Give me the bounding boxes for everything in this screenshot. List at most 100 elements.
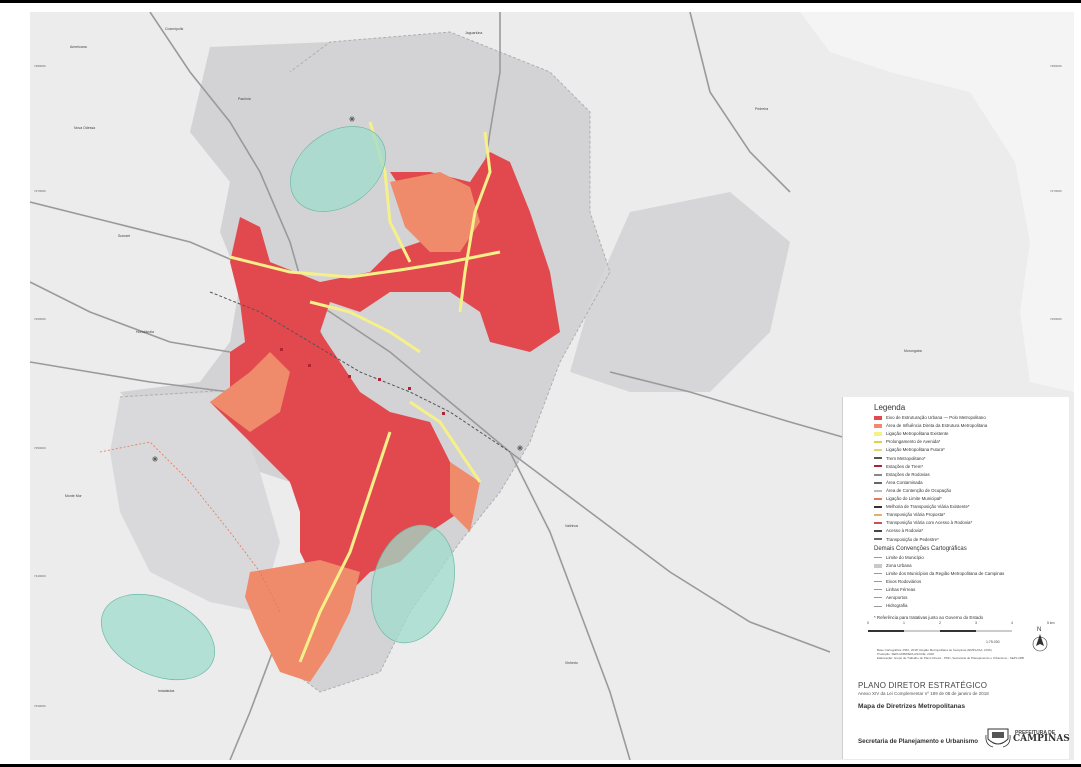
legend-item-label: Ligação do Limite Municipal*	[886, 496, 942, 501]
svg-text:Sumaré: Sumaré	[118, 234, 130, 238]
legend-swatch	[874, 432, 882, 437]
legend-convention-label: Zona Urbana	[886, 562, 912, 568]
legend-item: Estações de Trem*	[874, 464, 923, 469]
scale-bar	[868, 630, 1012, 632]
legend-item: Trem Metropolitano*	[874, 456, 926, 461]
legend-item: Transposição Viária com Acesso à Rodovia…	[874, 520, 972, 525]
svg-text:7450000: 7450000	[34, 446, 46, 450]
municipal-link	[99, 441, 281, 613]
legend-swatch	[874, 556, 882, 558]
north-arrow-icon: N	[1032, 627, 1048, 652]
scale-tick-label: 4	[1011, 621, 1013, 625]
svg-text:7440000: 7440000	[34, 574, 46, 578]
legend-item: Ligação do Limite Municipal*	[874, 496, 942, 501]
legend-swatch	[874, 497, 882, 500]
highway-secondary-west	[30, 281, 231, 353]
link-northwest	[229, 250, 501, 279]
legend-swatch	[874, 457, 882, 460]
svg-text:7430000: 7430000	[34, 704, 46, 708]
svg-text:7470000: 7470000	[1050, 189, 1062, 193]
legend-swatch	[874, 563, 882, 568]
legend-item: Área Contaminada	[874, 480, 923, 485]
legend-item-label: Área de Contenção de Ocupação	[886, 487, 952, 493]
credit-line: Produção: SEPLURB/DEPLAN/CDE, 2018	[877, 652, 934, 656]
legend-swatch	[874, 449, 882, 452]
station-markers	[280, 348, 445, 415]
legend-swatch	[874, 581, 882, 583]
svg-text:Valinhos: Valinhos	[565, 524, 578, 528]
contaminated-area-markers	[152, 116, 523, 462]
highway-southeast	[509, 451, 631, 760]
map-title: Mapa de Diretrizes Metropolitanas	[858, 703, 965, 710]
svg-text:N: N	[1037, 627, 1041, 633]
svg-text:Nova Odessa: Nova Odessa	[74, 126, 95, 130]
svg-text:7470000: 7470000	[34, 189, 46, 193]
legend-swatch	[874, 489, 882, 492]
legend-convention-label: Hidrografia	[886, 603, 908, 609]
legend-item: Transposição de Pedestre*	[874, 537, 939, 542]
svg-text:Paulínia: Paulínia	[238, 97, 251, 101]
map-credits: Base Cartográfica: PMC, 2018; Região Met…	[877, 648, 1024, 660]
legend-convention-label: Eixos Rodoviários	[886, 578, 922, 584]
svg-text:7460000: 7460000	[1050, 317, 1062, 321]
legend-swatch	[874, 589, 882, 591]
legend-convention-label: Aeroportos	[886, 595, 908, 601]
metropolitan-links	[229, 121, 501, 663]
legend-item-label: Ligação Metropolitana Futura*	[886, 447, 945, 453]
legend-item-label: Transposição Viária Proposta*	[886, 512, 946, 518]
railway	[209, 291, 511, 453]
influence-zone-east	[450, 462, 480, 532]
map-canvas: 7480000 7470000 7460000 7450000 7440000 …	[30, 12, 1074, 760]
legend-convention-label: Limite dos Municípios da Região Metropol…	[886, 570, 1005, 576]
link-south-east	[409, 400, 482, 483]
legend-swatch	[874, 505, 882, 508]
credit-line: Base Cartográfica: PMC, 2018; Região Met…	[877, 648, 992, 652]
svg-text:7480000: 7480000	[1050, 64, 1062, 68]
link-south	[298, 431, 392, 663]
legend-footnote: * Referência para tratativas junto ao Go…	[874, 615, 984, 621]
legend-item: Melhoria de Transposição Viária Existent…	[874, 504, 970, 509]
legend-convention: Aeroportos	[874, 595, 907, 600]
link-central	[309, 300, 421, 354]
highway-northeast	[689, 12, 791, 193]
top-border	[0, 0, 1081, 3]
metropolitan-axis-zone	[210, 152, 560, 592]
urban-zone-east	[570, 192, 790, 392]
containment-area-north	[290, 126, 386, 212]
scale-tick-label: 0	[867, 621, 869, 625]
legend-swatch	[874, 465, 882, 468]
legend-swatch	[874, 441, 882, 444]
legend-convention: Zona Urbana	[874, 563, 912, 568]
legend-swatch	[874, 573, 882, 575]
scale-tick-label: 3	[975, 621, 977, 625]
highway-anhanguera	[30, 201, 831, 653]
legend-swatch	[874, 530, 882, 533]
svg-text:Morungaba: Morungaba	[904, 349, 922, 353]
outer-region	[800, 12, 1074, 392]
legend-item-label: Eixo de Estruturação Urbana — Polo Metro…	[886, 415, 986, 420]
legend-item: Prolongamento de Avenida*	[874, 439, 940, 444]
legend-item: Estações de Rodovias	[874, 472, 930, 477]
legend-swatch	[874, 522, 882, 525]
legend-item: Acesso à Rodovia*	[874, 528, 923, 533]
containment-area-southwest	[100, 593, 216, 681]
plan-title: PLANO DIRETOR ESTRATÉGICO	[858, 681, 988, 690]
legend-item-label: Estações de Trem*	[886, 463, 924, 469]
legend-panel	[842, 397, 1069, 759]
influence-zone-north	[390, 172, 480, 252]
svg-text:Vinhedo: Vinhedo	[565, 661, 578, 665]
credit-line: Elaboração: Grupo de Trabalho do Plano D…	[877, 656, 1024, 660]
legend-swatch	[874, 473, 882, 476]
legend-convention: Limite dos Municípios da Região Metropol…	[874, 571, 1004, 576]
scale-ratio: 1:75.000	[986, 640, 1000, 644]
link-north-east	[458, 131, 492, 313]
legend-swatch	[874, 415, 882, 420]
urban-zone-southwest	[110, 392, 280, 612]
legend-swatch	[874, 514, 882, 517]
legend-convention: Hidrografia	[874, 603, 907, 608]
legend-item: Ligação Metropolitana Existente	[874, 431, 948, 436]
municipal-limit	[119, 31, 611, 693]
influence-zone-west	[210, 352, 290, 432]
plan-annex: Anexo XIV da Lei Complementar nº 189 de …	[858, 691, 989, 696]
